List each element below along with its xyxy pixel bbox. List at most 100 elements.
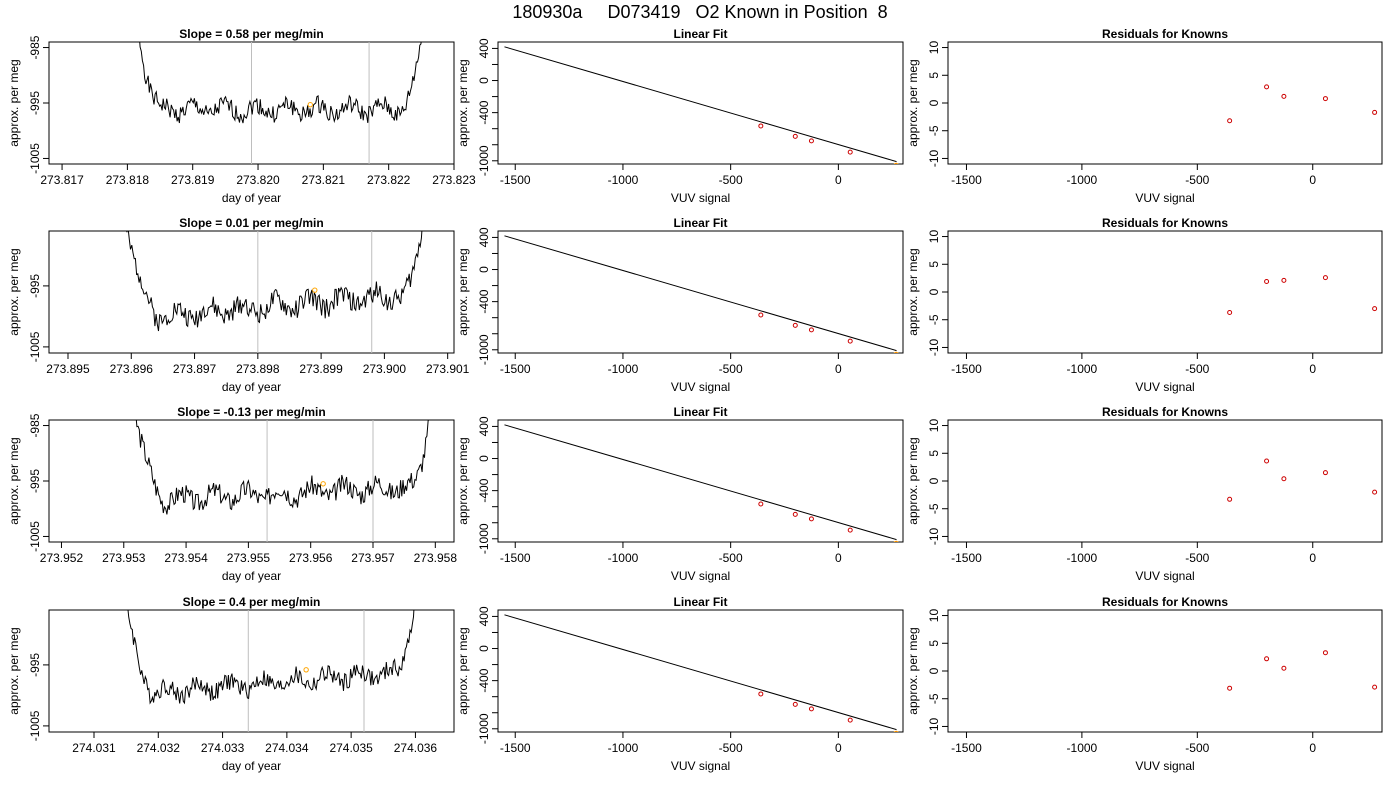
data-point	[1227, 496, 1233, 502]
y-axis-label: approx. per meg	[7, 437, 21, 524]
fit-line	[504, 614, 897, 731]
y-tick-label: -1000	[477, 523, 491, 554]
y-tick-label: 10	[927, 41, 941, 55]
y-tick-label: 0	[477, 455, 491, 462]
panel-title: Linear Fit	[673, 216, 727, 230]
x-tick-label: -1000	[1067, 551, 1098, 565]
data-point	[1372, 684, 1378, 690]
x-tick-label: -1500	[500, 362, 531, 376]
panel-r4-c3: Residuals for Knowns VUV signal approx. pe…	[906, 595, 1383, 773]
x-tick-label: 274.035	[329, 741, 373, 755]
fit-line	[504, 424, 897, 541]
y-tick-label: 0	[927, 477, 941, 484]
x-tick-label: -1500	[951, 173, 982, 187]
y-tick-label: -995	[28, 91, 42, 115]
panel-r3-c3: Residuals for Knowns VUV signal approx. pe…	[906, 405, 1383, 583]
y-tick-label: -10	[927, 149, 941, 167]
y-axis-label: approx. per meg	[456, 248, 470, 335]
x-tick-label: -500	[719, 173, 743, 187]
x-tick-label: -1000	[608, 362, 639, 376]
x-tick-label: 0	[1309, 551, 1316, 565]
data-point	[1281, 277, 1287, 283]
x-tick-label: 273.954	[164, 551, 208, 565]
x-tick-label: 0	[1309, 173, 1316, 187]
panel-title: Slope = 0.4 per meg/min	[183, 595, 321, 609]
y-tick-label: -1000	[477, 334, 491, 365]
y-axis-label: approx. per meg	[7, 627, 21, 714]
x-axis-label: VUV signal	[671, 759, 730, 773]
data-point	[1227, 685, 1233, 691]
y-tick-label: -995	[28, 653, 42, 677]
x-tick-label: -500	[719, 741, 743, 755]
y-tick-label: 400	[477, 227, 491, 247]
x-axis-label: day of year	[222, 191, 281, 205]
panel-r2-c2: Linear Fit VUV signal approx. per meg -1500…	[456, 216, 904, 394]
x-tick-label: -1000	[608, 741, 639, 755]
data-point	[1322, 275, 1328, 281]
unknown-point-marker	[893, 351, 899, 353]
x-axis-label: day of year	[222, 380, 281, 394]
x-axis-label: VUV signal	[671, 380, 730, 394]
mean-point-marker	[312, 287, 318, 293]
data-point	[792, 133, 798, 139]
y-tick-label: 5	[927, 450, 941, 457]
unknown-point-marker	[893, 540, 899, 542]
plot-frame	[947, 419, 1383, 543]
data-point	[847, 717, 853, 723]
y-tick-label: -5	[927, 503, 941, 514]
y-axis-label: approx. per meg	[7, 248, 21, 335]
signal-trace	[126, 231, 423, 332]
panel-r2-c3: Residuals for Knowns VUV signal approx. pe…	[906, 216, 1383, 394]
data-point	[1372, 306, 1378, 312]
y-axis-label: approx. per meg	[456, 627, 470, 714]
panel-title: Linear Fit	[673, 27, 727, 41]
x-tick-label: -500	[1185, 362, 1209, 376]
y-tick-label: -400	[477, 100, 491, 124]
panel-r3-c1: Slope = -0.13 per meg/min day of year appr…	[7, 405, 457, 583]
y-tick-label: -400	[477, 478, 491, 502]
plot-area	[504, 46, 899, 164]
plot-area	[504, 235, 899, 353]
y-tick-label: -995	[28, 274, 42, 298]
plot-frame	[48, 609, 455, 733]
y-tick-label: -10	[927, 338, 941, 356]
x-tick-label: 274.032	[137, 741, 181, 755]
x-tick-label: 273.820	[236, 173, 280, 187]
panel-r1-c2: Linear Fit VUV signal approx. per meg -1500…	[456, 27, 904, 205]
data-point	[1227, 118, 1233, 124]
x-tick-label: -1000	[1067, 362, 1098, 376]
mean-point-marker	[307, 101, 313, 108]
x-tick-label: 273.899	[299, 362, 343, 376]
x-axis-label: day of year	[222, 759, 281, 773]
x-axis-label: VUV signal	[671, 569, 730, 583]
x-tick-label: 273.818	[106, 173, 150, 187]
x-tick-label: -1500	[951, 741, 982, 755]
x-tick-label: 273.956	[289, 551, 333, 565]
panel-title: Slope = 0.01 per meg/min	[179, 216, 323, 230]
data-point	[847, 149, 853, 155]
data-point	[792, 511, 798, 517]
x-tick-label: 273.952	[40, 551, 84, 565]
x-tick-label: -1500	[500, 741, 531, 755]
data-point	[1264, 458, 1270, 464]
x-tick-label: 273.901	[426, 362, 470, 376]
y-tick-label: -10	[927, 527, 941, 545]
y-tick-label: 10	[927, 609, 941, 623]
data-point	[1281, 93, 1287, 99]
data-point	[792, 322, 798, 328]
y-tick-label: 5	[927, 72, 941, 79]
panel-title: Slope = -0.13 per meg/min	[177, 405, 325, 419]
plot-area	[1227, 84, 1378, 124]
x-tick-label: -1000	[608, 551, 639, 565]
x-tick-label: -500	[719, 551, 743, 565]
x-tick-label: 0	[1309, 362, 1316, 376]
signal-trace	[135, 420, 430, 515]
plot-frame	[947, 41, 1383, 165]
panel-title: Slope = 0.58 per meg/min	[179, 27, 323, 41]
y-tick-label: -1000	[477, 145, 491, 176]
x-axis-label: VUV signal	[1135, 191, 1194, 205]
x-axis-label: VUV signal	[1135, 380, 1194, 394]
plot-area	[1227, 275, 1378, 316]
